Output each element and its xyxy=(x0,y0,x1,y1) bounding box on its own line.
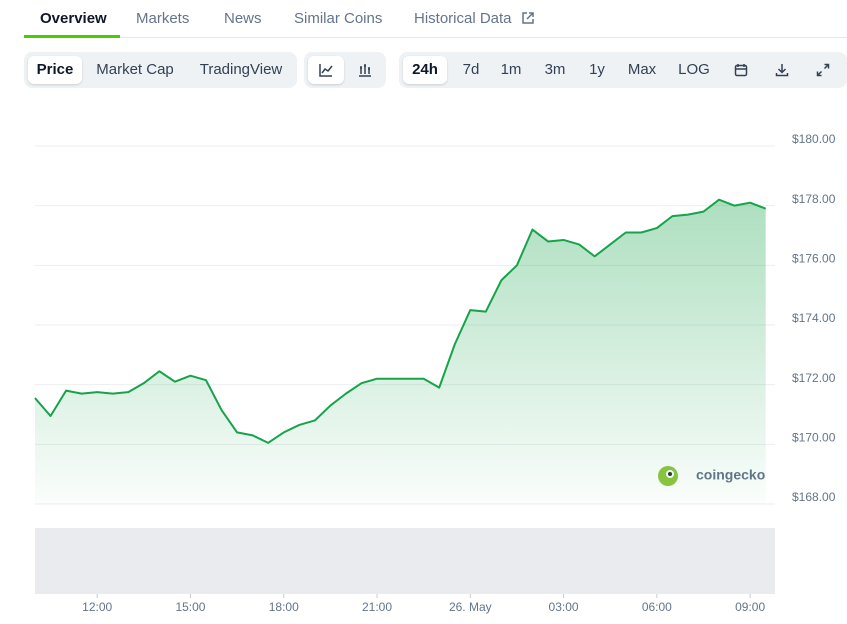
tab[interactable]: Historical Data xyxy=(414,10,512,27)
y-tick-label: $180.00 xyxy=(792,132,836,146)
chart-style-group xyxy=(304,52,386,88)
y-tick-label: $170.00 xyxy=(792,431,836,445)
y-tick-label: $172.00 xyxy=(792,371,836,385)
fullscreen-icon[interactable] xyxy=(816,63,830,77)
y-tick-label: $168.00 xyxy=(792,490,836,504)
range-button[interactable]: Max xyxy=(627,61,657,78)
x-tick-label: 09:00 xyxy=(735,600,765,614)
view-button[interactable]: Market Cap xyxy=(96,61,174,78)
range-button[interactable]: 7d xyxy=(462,61,480,78)
calendar-icon[interactable] xyxy=(734,63,748,77)
line-style-button[interactable] xyxy=(308,56,344,84)
x-tick-label: 03:00 xyxy=(549,600,579,614)
price-line xyxy=(34,198,767,444)
range-button[interactable]: LOG xyxy=(678,61,710,78)
download-icon[interactable] xyxy=(775,63,789,77)
active-tab-underline xyxy=(24,35,120,38)
price-area xyxy=(35,199,766,504)
candle-style-button[interactable] xyxy=(348,56,382,84)
external-link-icon xyxy=(522,12,534,24)
y-tick-label: $176.00 xyxy=(792,252,836,266)
view-button[interactable]: Price xyxy=(28,56,82,84)
tab[interactable]: Similar Coins xyxy=(294,10,383,27)
range-group: 24h 7d 1m 3m 1y Max LOG xyxy=(399,52,847,88)
x-tick-label: 12:00 xyxy=(82,600,112,614)
y-tick-label: $174.00 xyxy=(792,311,836,325)
y-tick-label: $178.00 xyxy=(792,192,836,206)
range-button[interactable]: 3m xyxy=(544,61,566,78)
view-group: Price Market Cap TradingView xyxy=(24,52,297,88)
tab-divider xyxy=(24,37,847,38)
x-tick-label: 15:00 xyxy=(175,600,205,614)
range-button[interactable]: 24h xyxy=(403,56,447,84)
x-tick-label: 06:00 xyxy=(642,600,672,614)
x-tick-label: 26. May xyxy=(449,600,492,614)
line-icon xyxy=(319,64,333,77)
range-button[interactable]: 1y xyxy=(589,61,605,78)
tab[interactable]: Markets xyxy=(136,10,190,27)
tab[interactable]: Overview xyxy=(40,10,107,27)
x-tick-label: 18:00 xyxy=(269,600,299,614)
x-tick-label: 21:00 xyxy=(362,600,392,614)
view-button[interactable]: TradingView xyxy=(199,61,283,78)
volume-band xyxy=(35,528,775,594)
range-button[interactable]: 1m xyxy=(500,61,522,78)
tab[interactable]: News xyxy=(224,10,262,27)
candle-icon xyxy=(359,64,371,77)
